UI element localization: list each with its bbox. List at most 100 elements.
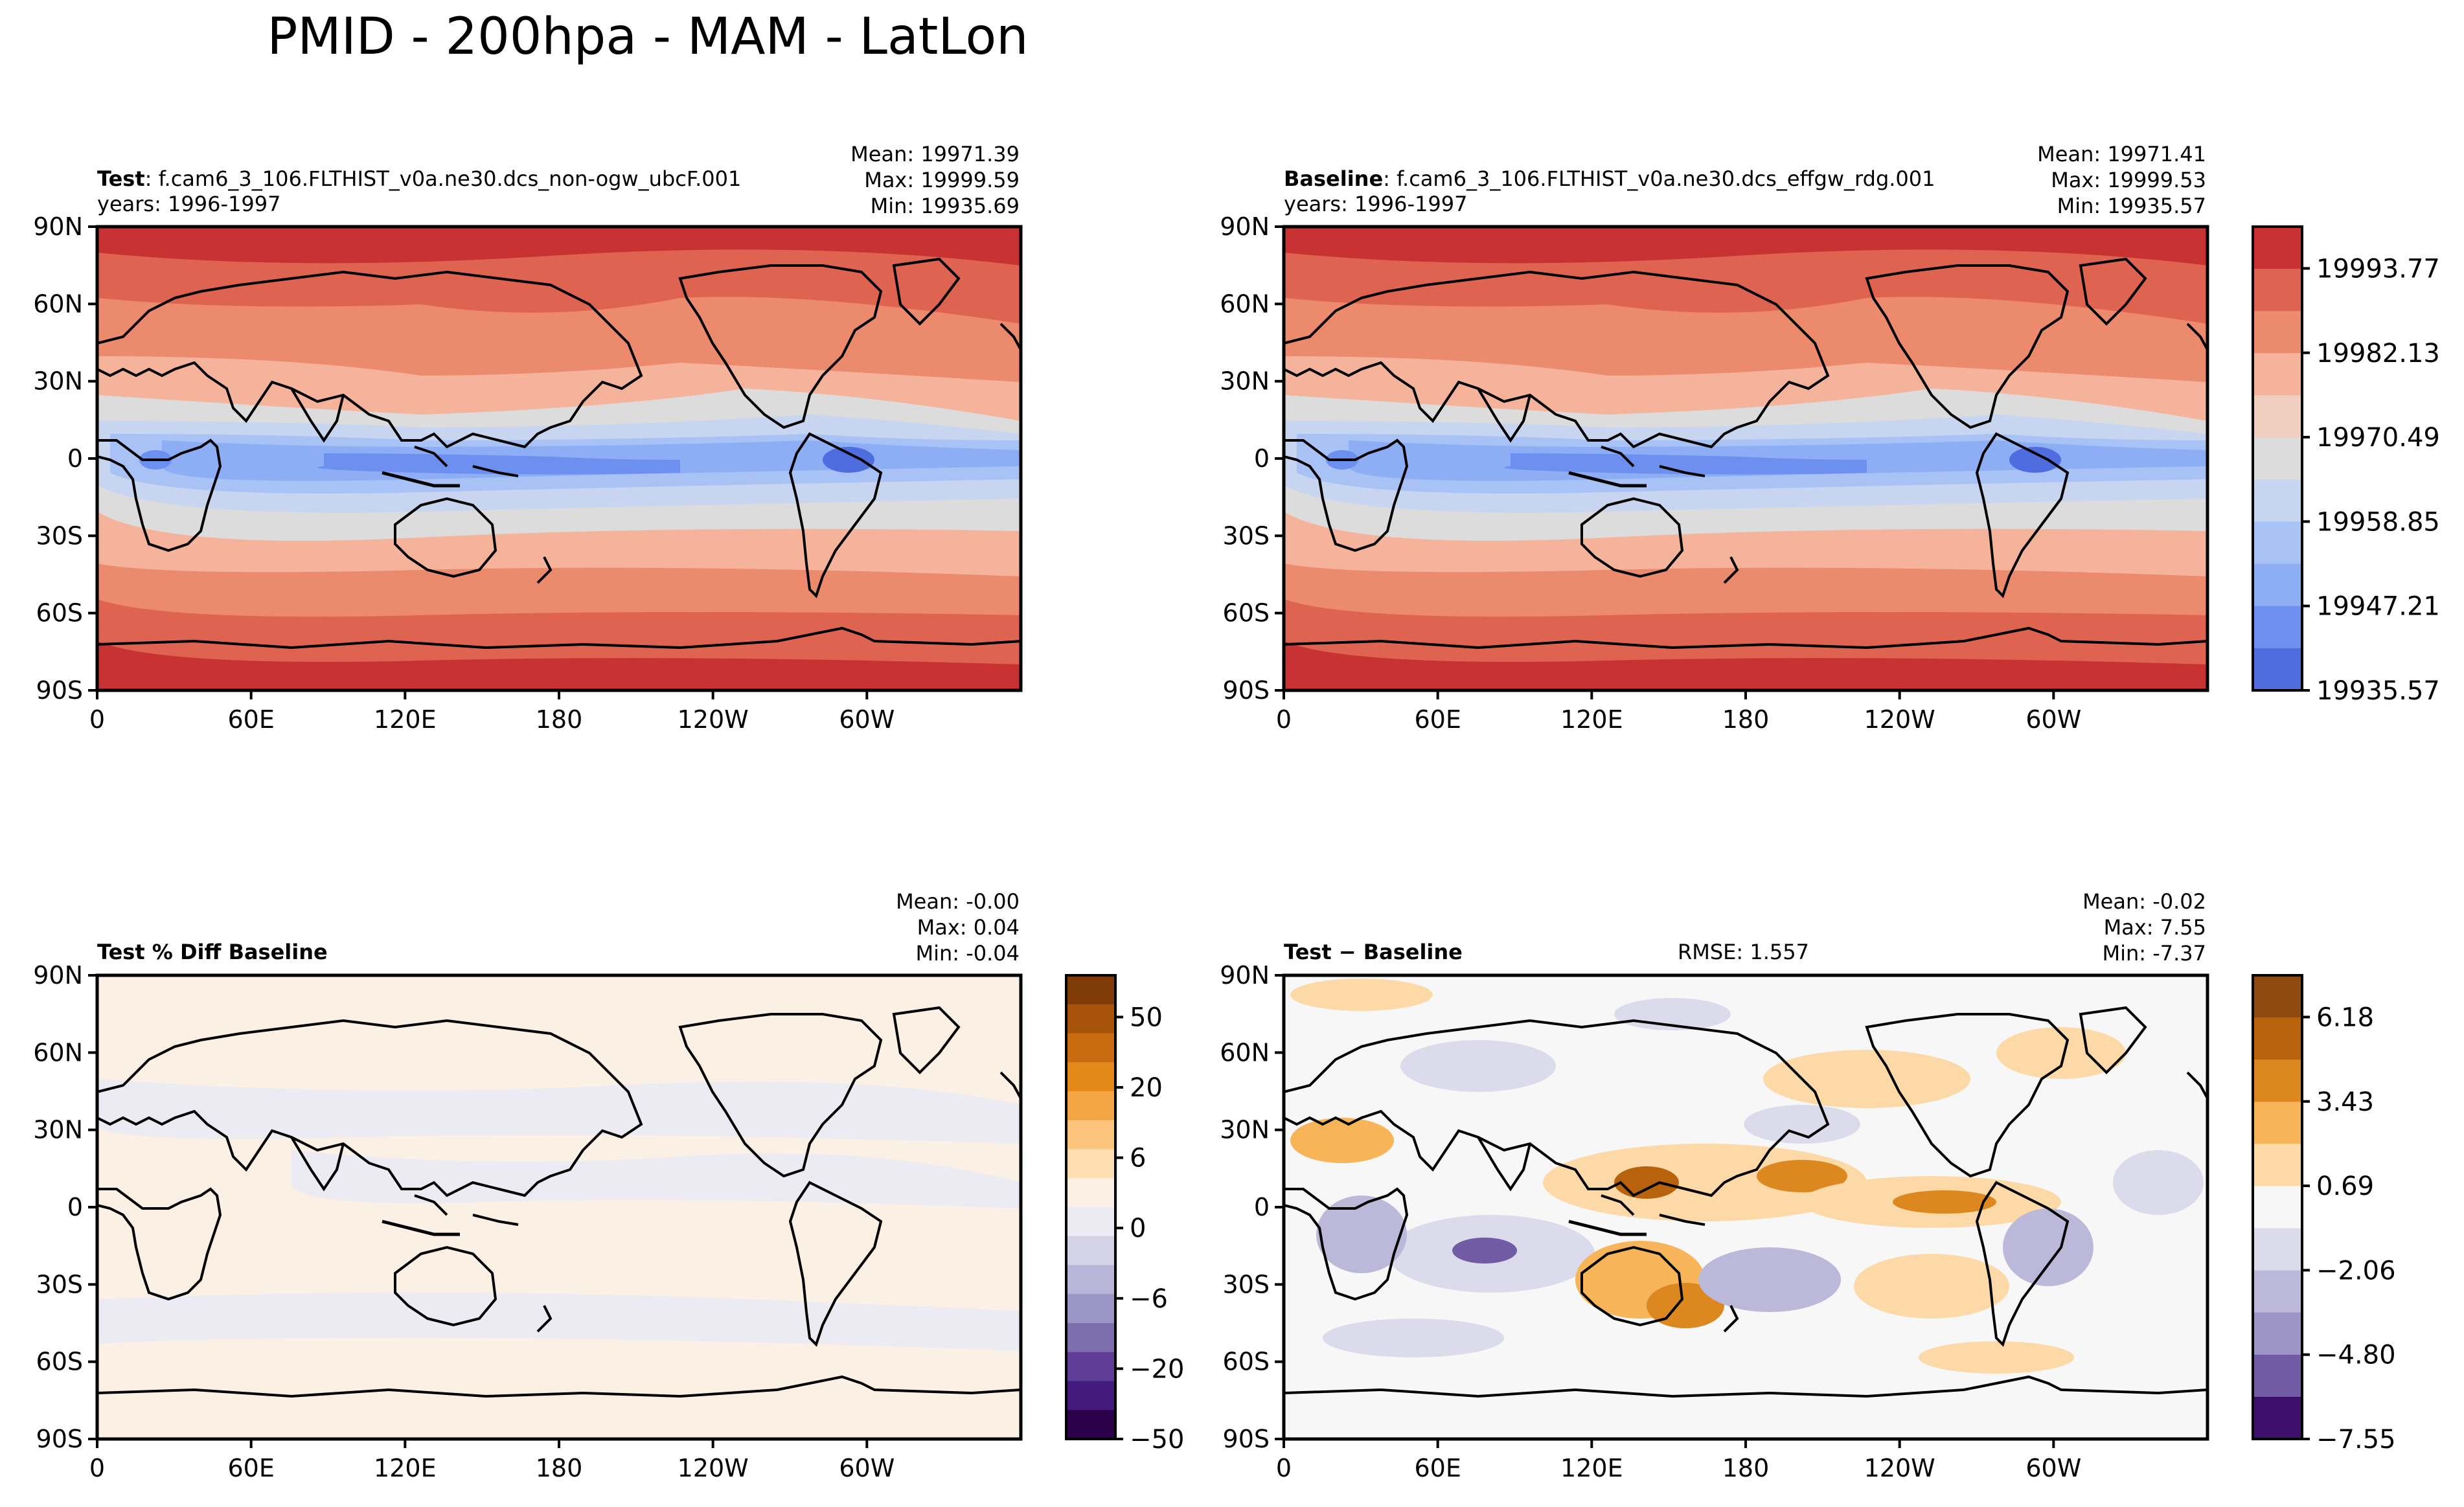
colorbar-swatch bbox=[1066, 1265, 1115, 1295]
lat-tick-label: 0 bbox=[67, 444, 83, 473]
lat-tick-label: 60N bbox=[33, 289, 83, 318]
lon-tick-label: 60E bbox=[227, 1454, 274, 1482]
lat-tick-label: 60S bbox=[36, 599, 83, 628]
lon-tick-label: 120E bbox=[1560, 705, 1623, 734]
colorbar-swatch bbox=[1066, 1149, 1115, 1179]
colorbar-swatch bbox=[2253, 1102, 2302, 1144]
test-max: Max: 19999.59 bbox=[864, 168, 1020, 192]
lat-tick-label: 30N bbox=[33, 1116, 83, 1144]
colorbar-swatch bbox=[2253, 437, 2302, 481]
colorbar-swatch bbox=[1066, 1033, 1115, 1063]
colorbar-swatch bbox=[2253, 606, 2302, 649]
colorbar-label: 0.69 bbox=[2316, 1172, 2374, 1201]
lat-tick-label: 90S bbox=[1223, 676, 1270, 705]
baseline-years: years: 1996-1997 bbox=[1284, 192, 1468, 216]
lat-tick-label: 60S bbox=[1223, 599, 1270, 628]
colorbar-swatch bbox=[1066, 1410, 1115, 1440]
colorbar-label: 19958.85 bbox=[2316, 507, 2440, 537]
lat-tick-label: 90N bbox=[1220, 961, 1270, 990]
colorbar-label: 3.43 bbox=[2316, 1087, 2374, 1117]
baseline-case-name: : f.cam6_3_106.FLTHIST_v0a.ne30.dcs_effg… bbox=[1383, 166, 1935, 191]
lat-tick-label: 90S bbox=[36, 676, 83, 705]
colorbar-label: 19947.21 bbox=[2316, 592, 2440, 622]
colorbar-frame bbox=[2252, 974, 2303, 1440]
lon-tick-label: 60E bbox=[1414, 1454, 1461, 1482]
colorbar-swatch bbox=[2253, 975, 2302, 1018]
diff-label: Test − Baseline bbox=[1284, 940, 1463, 964]
colorbar-label: 19935.57 bbox=[2316, 676, 2440, 706]
test-mean: Mean: 19971.39 bbox=[850, 142, 1020, 166]
test-header: Test: f.cam6_3_106.FLTHIST_v0a.ne30.dcs_… bbox=[97, 166, 741, 192]
colorbar-label: −2.06 bbox=[2316, 1256, 2396, 1286]
axis-ticks: 90N 60N 30N 0 30S 60S 90S 0 60E 120E 180 120W 60W 90N… bbox=[33, 212, 2081, 1482]
diff-min: Min: -7.37 bbox=[2102, 941, 2206, 966]
colorbar-swatch bbox=[1066, 1381, 1115, 1411]
diff-rmse: RMSE: 1.557 bbox=[1678, 940, 1809, 964]
lat-tick-label: 60N bbox=[1220, 289, 1270, 318]
colorbars: 19993.77 19982.13 19970.49 19958.85 19947.21… bbox=[1065, 225, 2440, 1455]
test-map bbox=[95, 225, 1023, 692]
lat-tick-label: 90S bbox=[1223, 1425, 1270, 1453]
pctdiff-map bbox=[95, 973, 1023, 1441]
test-label: Test bbox=[97, 166, 145, 191]
pctdiff-label: Test % Diff Baseline bbox=[97, 940, 328, 964]
diff-stats: Mean: -0.02 Max: 7.55 Min: -7.37 bbox=[2082, 889, 2206, 966]
lon-tick-label: 60W bbox=[839, 1454, 895, 1482]
figure-title: PMID - 200hpa - MAM - LatLon bbox=[267, 8, 1029, 66]
baseline-mean: Mean: 19971.41 bbox=[2037, 142, 2206, 166]
lat-tick-label: 30N bbox=[1220, 367, 1270, 396]
colorbar-swatch bbox=[2253, 1144, 2302, 1186]
colorbar-label: −4.80 bbox=[2316, 1341, 2396, 1370]
lat-tick-label: 60N bbox=[33, 1038, 83, 1067]
colorbar-swatch bbox=[2253, 521, 2302, 565]
lat-tick-label: 30N bbox=[33, 367, 83, 396]
colorbar-frame bbox=[2252, 225, 2303, 692]
colorbar-swatch bbox=[2253, 311, 2302, 354]
lat-tick-label: 0 bbox=[1254, 444, 1270, 473]
colorbar-swatch bbox=[2253, 395, 2302, 438]
colorbar-swatch bbox=[1066, 1178, 1115, 1208]
colorbar-label: −7.55 bbox=[2316, 1425, 2396, 1455]
pctdiff-mean: Mean: -0.00 bbox=[896, 889, 1020, 914]
colorbar-swatch bbox=[2253, 353, 2302, 396]
lat-tick-label: 90N bbox=[33, 212, 83, 241]
baseline-header: Baseline: f.cam6_3_106.FLTHIST_v0a.ne30.… bbox=[1284, 166, 1935, 192]
colorbar-swatch bbox=[2253, 479, 2302, 523]
colorbar-label: 6.18 bbox=[2316, 1003, 2374, 1032]
baseline-max: Max: 19999.53 bbox=[2051, 168, 2206, 192]
colorbar-swatch bbox=[1066, 1120, 1115, 1150]
colorbar-label: 19993.77 bbox=[2316, 254, 2440, 284]
lon-tick-label: 180 bbox=[1722, 1454, 1770, 1482]
colorbar-swatch bbox=[2253, 1186, 2302, 1229]
lon-tick-label: 180 bbox=[536, 705, 583, 734]
colorbar-swatch bbox=[2253, 1228, 2302, 1271]
lon-tick-label: 60W bbox=[2025, 705, 2081, 734]
colorbar-label: 6 bbox=[1130, 1144, 1146, 1173]
lat-tick-label: 90N bbox=[1220, 212, 1270, 241]
colorbar-swatch bbox=[1066, 1236, 1115, 1265]
colorbar-label: 19970.49 bbox=[2316, 423, 2440, 453]
diff-mean: Mean: -0.02 bbox=[2082, 889, 2206, 914]
lat-tick-label: 90N bbox=[33, 961, 83, 990]
baseline-label: Baseline bbox=[1284, 166, 1384, 191]
colorbar-label: −50 bbox=[1130, 1425, 1184, 1455]
lon-tick-label: 120W bbox=[1864, 1454, 1935, 1482]
pct-colorbar: 50 20 6 0 −6 −20 −50 bbox=[1065, 974, 1184, 1455]
lat-tick-label: 90S bbox=[36, 1425, 83, 1453]
field-colorbar: 19993.77 19982.13 19970.49 19958.85 19947.21… bbox=[2252, 225, 2440, 706]
lat-tick-label: 30S bbox=[36, 1270, 83, 1298]
diff-map bbox=[1282, 973, 2209, 1441]
lon-tick-label: 120W bbox=[678, 1454, 749, 1482]
lat-tick-label: 30S bbox=[36, 521, 83, 550]
colorbar-swatch bbox=[1066, 1323, 1115, 1353]
test-case-name: : f.cam6_3_106.FLTHIST_v0a.ne30.dcs_non-… bbox=[144, 166, 742, 191]
colorbar-swatch bbox=[1066, 1294, 1115, 1324]
lon-tick-label: 60E bbox=[227, 705, 274, 734]
colorbar-label: 50 bbox=[1130, 1003, 1163, 1032]
test-min: Min: 19935.69 bbox=[870, 194, 1020, 218]
diff-colorbar: 6.18 3.43 0.69 −2.06 −4.80 −7.55 bbox=[2252, 974, 2396, 1455]
lat-tick-label: 30S bbox=[1223, 1270, 1270, 1298]
colorbar-label: −6 bbox=[1130, 1284, 1168, 1314]
baseline-min: Min: 19935.57 bbox=[2057, 194, 2206, 218]
